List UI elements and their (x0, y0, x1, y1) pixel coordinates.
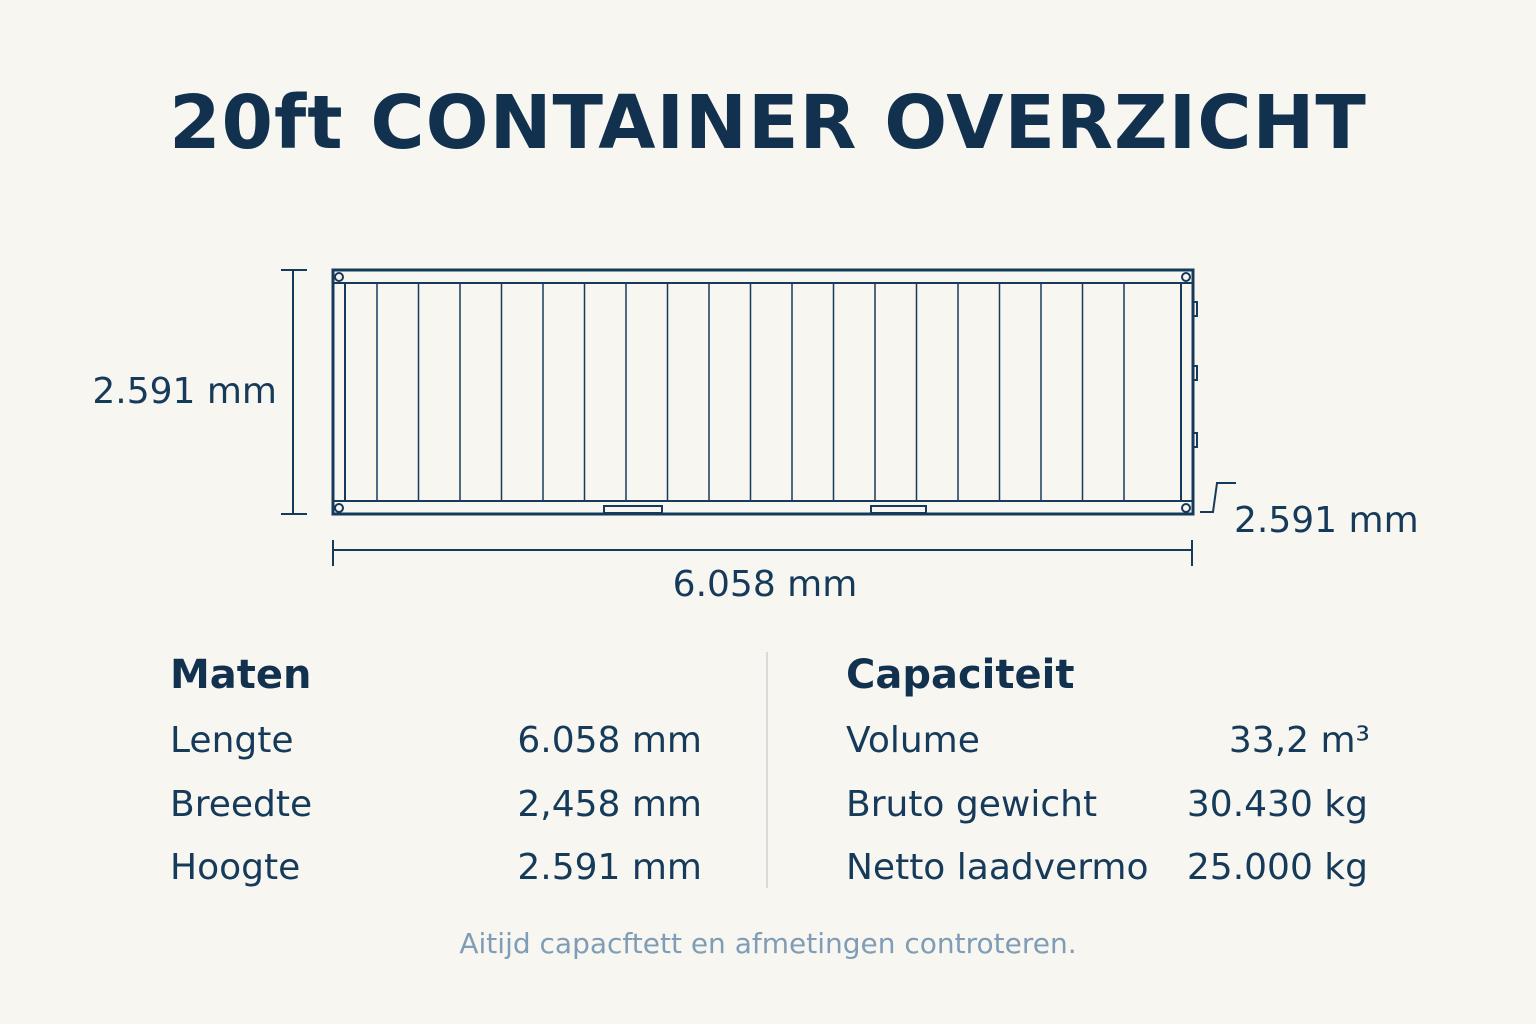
height-label: 2.591 mm (1234, 500, 1419, 541)
forklift-pocket (603, 505, 663, 514)
corner-fitting (334, 503, 344, 513)
corner-fitting (1181, 503, 1191, 513)
row-label: Hoogte (170, 847, 301, 888)
row-value: 2.591 mm (517, 847, 702, 888)
container-outline (331, 268, 1195, 516)
title: 20ft CONTAINER OVERZICHT (169, 80, 1367, 166)
row-value: 2,458 mm (517, 784, 702, 825)
door-hinge (1192, 365, 1198, 381)
row-label: Netto laadvermo (846, 847, 1149, 888)
row-label: Breedte (170, 784, 313, 825)
section-heading: Maten (170, 652, 312, 698)
row-label: Bruto gewicht (846, 784, 1098, 825)
forklift-pocket (870, 505, 927, 514)
row-value: 30.430 kg (1186, 784, 1368, 825)
footnote: Aitijd capacftett en afmetingen controte… (459, 927, 1077, 960)
corner-fitting (334, 272, 344, 282)
length-label: 6.058 mm (672, 564, 858, 605)
section-heading: Capaciteit (846, 652, 1075, 698)
leader-line (1200, 482, 1236, 513)
row-value: 6.058 mm (517, 720, 702, 761)
door-hinge (1192, 432, 1198, 448)
row-label: Lengte (170, 720, 294, 761)
door-hinge (1192, 301, 1198, 317)
row-value: 33,2 m³ (1228, 720, 1370, 761)
corner-fitting (1181, 272, 1191, 282)
row-value: 25.000 kg (1186, 847, 1368, 888)
height-label: 2.591 mm (92, 371, 277, 412)
row-label: Volume (846, 720, 980, 761)
